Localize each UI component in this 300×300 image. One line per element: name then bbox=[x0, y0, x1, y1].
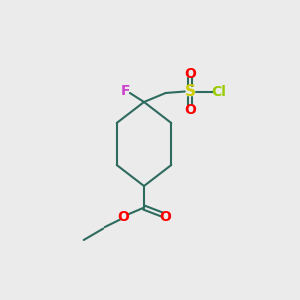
Text: F: F bbox=[121, 84, 130, 98]
Text: O: O bbox=[160, 210, 172, 224]
Text: O: O bbox=[118, 210, 130, 224]
Text: O: O bbox=[184, 103, 196, 116]
Text: Cl: Cl bbox=[211, 85, 226, 98]
Text: O: O bbox=[184, 67, 196, 80]
Text: S: S bbox=[185, 84, 196, 99]
